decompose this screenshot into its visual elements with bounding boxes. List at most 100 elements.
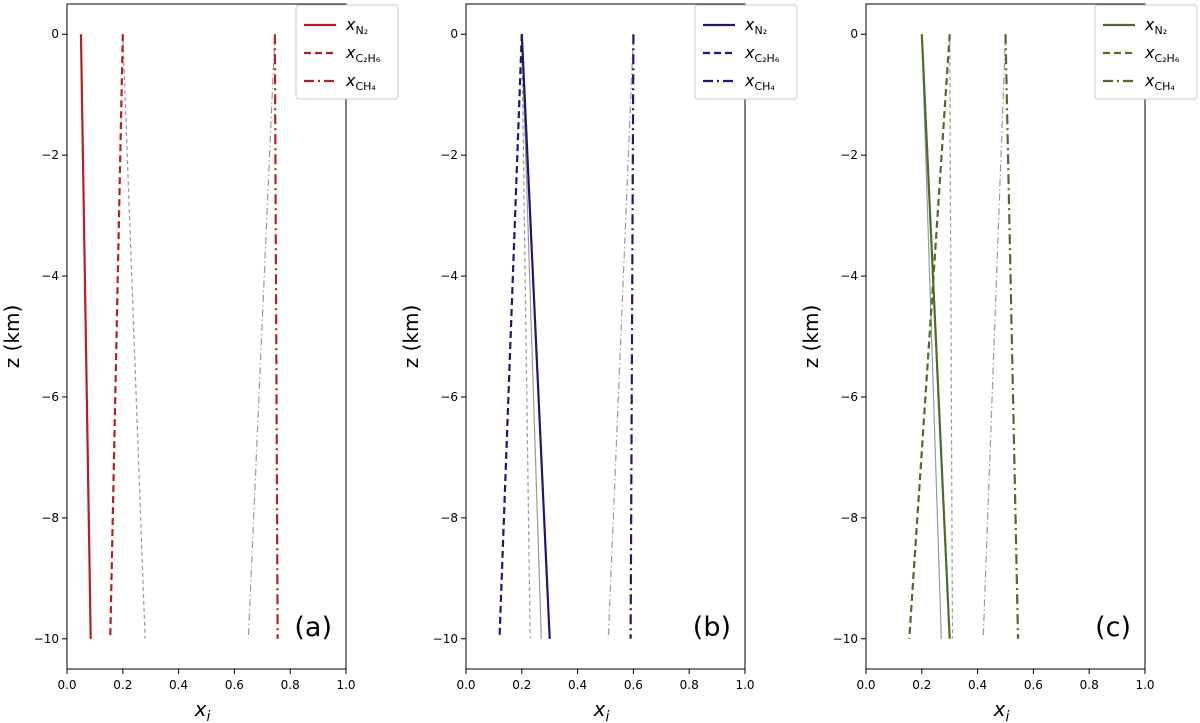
reference-line-dashdot bbox=[982, 34, 1007, 639]
legend-entry-sub: C₂H₆ bbox=[754, 52, 779, 65]
y-tick-label: −6 bbox=[840, 390, 858, 404]
legend-entry-main: x bbox=[744, 15, 755, 34]
reference-line-solid bbox=[521, 34, 542, 639]
legend-entry-main: x bbox=[1144, 15, 1155, 34]
y-tick-label: −4 bbox=[440, 269, 458, 283]
y-tick-label: −10 bbox=[34, 632, 59, 646]
legend-box bbox=[1094, 4, 1198, 100]
legend-entry: xC₂H₆ bbox=[744, 43, 780, 65]
reference-line-dashed bbox=[949, 34, 954, 639]
legend-entry-sub: CH₄ bbox=[1154, 80, 1175, 93]
series-line-x-ch4 bbox=[273, 34, 279, 639]
legend-entry-main: x bbox=[1144, 43, 1155, 62]
legend-entry: xC₂H₆ bbox=[1144, 43, 1180, 65]
x-tick-label: 0.6 bbox=[1024, 678, 1043, 692]
x-tick-label: 0.2 bbox=[912, 678, 931, 692]
y-tick-label: 0 bbox=[51, 27, 59, 41]
legend-entry: xCH₄ bbox=[1144, 71, 1175, 93]
panel-label: (c) bbox=[1095, 612, 1131, 643]
y-tick-label: −2 bbox=[41, 148, 59, 162]
x-tick-label: 0.0 bbox=[456, 678, 475, 692]
legend-entry-sub: N₂ bbox=[355, 24, 368, 37]
x-tick-label: 0.0 bbox=[856, 678, 875, 692]
legend-entry-main: x bbox=[744, 43, 755, 62]
y-tick-label: −8 bbox=[41, 511, 59, 525]
series-line-x-ch4 bbox=[629, 34, 635, 639]
x-tick-label: 0.8 bbox=[680, 678, 699, 692]
x-tick-label: 0.6 bbox=[624, 678, 643, 692]
x-tick-label: 1.0 bbox=[1135, 678, 1154, 692]
reference-line-dashed bbox=[122, 34, 146, 639]
y-tick-label: −10 bbox=[433, 632, 458, 646]
x-axis-label-sub: i bbox=[605, 709, 609, 723]
y-tick-label: −6 bbox=[41, 390, 59, 404]
x-tick-label: 0.2 bbox=[113, 678, 132, 692]
x-axis-label: xi bbox=[194, 697, 211, 723]
reference-line-solid bbox=[921, 34, 942, 639]
x-axis-label-main: x bbox=[593, 697, 606, 721]
legend-entry-main: x bbox=[1144, 71, 1155, 90]
panel-label: (a) bbox=[294, 612, 332, 643]
legend-entry: xC₂H₆ bbox=[345, 43, 381, 65]
series-line-x-ch4 bbox=[1004, 34, 1020, 639]
x-tick-label: 0.8 bbox=[1080, 678, 1099, 692]
x-tick-label: 0.4 bbox=[169, 678, 188, 692]
panel-label: (b) bbox=[693, 612, 731, 643]
plot-frame bbox=[66, 3, 347, 670]
x-tick-label: 0.6 bbox=[225, 678, 244, 692]
legend-entry: xN₂ bbox=[1144, 15, 1167, 37]
x-axis-label-sub: i bbox=[206, 709, 210, 723]
series-line-x-n2 bbox=[520, 34, 551, 639]
series-line-x-n2 bbox=[920, 34, 951, 639]
legend-entry-sub: CH₄ bbox=[355, 80, 376, 93]
legend-entry-main: x bbox=[345, 71, 356, 90]
y-tick-label: 0 bbox=[850, 27, 858, 41]
legend-entry-main: x bbox=[345, 43, 356, 62]
x-axis-label-sub: i bbox=[1005, 709, 1009, 723]
reference-line-dashdot bbox=[247, 34, 276, 639]
y-tick-label: 0 bbox=[450, 27, 458, 41]
x-tick-label: 0.4 bbox=[568, 678, 587, 692]
y-tick-label: −2 bbox=[440, 148, 458, 162]
y-tick-label: −10 bbox=[833, 632, 858, 646]
x-axis-label-main: x bbox=[194, 697, 207, 721]
y-axis-label: z (km) bbox=[799, 305, 823, 369]
y-axis-label: z (km) bbox=[399, 305, 423, 369]
legend-entry-sub: C₂H₆ bbox=[355, 52, 380, 65]
legend-entry: xN₂ bbox=[345, 15, 368, 37]
y-axis-label: z (km) bbox=[0, 305, 24, 369]
y-tick-label: −8 bbox=[840, 511, 858, 525]
legend-entry: xCH₄ bbox=[345, 71, 376, 93]
legend-entry: xCH₄ bbox=[744, 71, 775, 93]
y-tick-label: −6 bbox=[440, 390, 458, 404]
x-tick-label: 0.4 bbox=[968, 678, 987, 692]
x-axis-label-main: x bbox=[993, 697, 1006, 721]
reference-line-dashdot bbox=[607, 34, 634, 639]
legend-entry-sub: C₂H₆ bbox=[1154, 52, 1179, 65]
x-tick-label: 1.0 bbox=[735, 678, 754, 692]
x-tick-label: 1.0 bbox=[336, 678, 355, 692]
legend-entry: xN₂ bbox=[744, 15, 767, 37]
legend-entry-main: x bbox=[744, 71, 755, 90]
series-line-x-c2h6 bbox=[908, 34, 951, 639]
y-tick-label: −4 bbox=[840, 269, 858, 283]
legend-entry-sub: CH₄ bbox=[754, 80, 775, 93]
series-line-x-n2 bbox=[79, 34, 92, 639]
legend-entry-sub: N₂ bbox=[1154, 24, 1167, 37]
x-axis-label: xi bbox=[593, 697, 610, 723]
reference-line-dashed bbox=[521, 34, 531, 639]
legend-box bbox=[694, 4, 798, 100]
legend-entry-main: x bbox=[345, 15, 356, 34]
plot-frame bbox=[865, 3, 1146, 670]
x-tick-label: 0.2 bbox=[512, 678, 531, 692]
legend-entry-sub: N₂ bbox=[754, 24, 767, 37]
legend-box bbox=[295, 4, 399, 100]
series-line-x-c2h6 bbox=[498, 34, 523, 639]
y-tick-label: −2 bbox=[840, 148, 858, 162]
x-tick-label: 0.8 bbox=[281, 678, 300, 692]
